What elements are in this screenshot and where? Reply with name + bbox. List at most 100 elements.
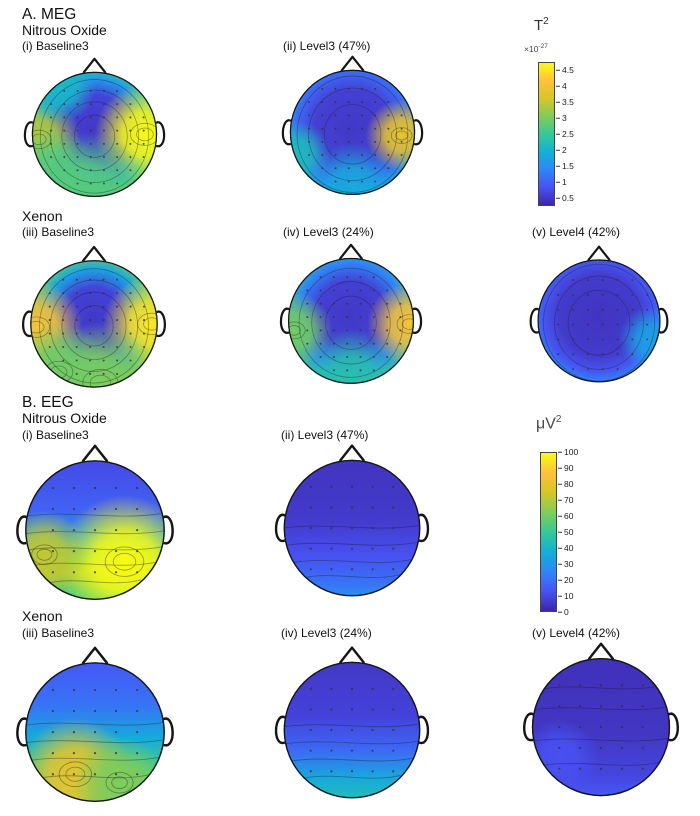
plot-label-meg-ii: (ii) Level3 (47%) (283, 39, 371, 53)
colorbar-tick: 10 (558, 592, 573, 601)
colorbar-tick: 80 (558, 480, 573, 489)
tick-label: 3.5 (562, 96, 574, 107)
colorbar-tick: 2.5 (556, 130, 574, 139)
tick-mark (556, 85, 560, 87)
electrode-markers (50, 89, 145, 185)
topomap-eeg-nitrous-level3 (262, 436, 442, 616)
colorbar-tick: 3 (556, 114, 567, 123)
topomap-svg (281, 55, 424, 196)
colorbar-title-meg: T2 (534, 16, 549, 34)
tick-label: 0 (564, 606, 569, 617)
tick-label: 30 (564, 558, 574, 569)
tick-mark (556, 197, 560, 199)
colorbar-tick: 4.5 (556, 66, 574, 75)
topomap-svg (279, 243, 423, 384)
right-ear-outline (161, 515, 174, 545)
right-ear-outline (417, 715, 430, 745)
colorbar-tick: 90 (558, 464, 573, 473)
topomap-svg (523, 642, 679, 797)
plot-label-eeg-iii: (iii) Baseline3 (22, 626, 95, 640)
contour-lines (283, 723, 421, 779)
tick-label: 4.5 (562, 64, 574, 75)
colorbar-tick: 2 (556, 146, 567, 155)
condition-label-eeg-nitrous: Nitrous Oxide (22, 410, 107, 426)
nose-outline (81, 444, 109, 463)
tick-label: 0.5 (562, 192, 574, 203)
colorbar-tick: 30 (558, 560, 573, 569)
colorbar-title-meg-sup: 2 (543, 16, 549, 27)
topomap-svg (16, 646, 174, 802)
contour-lines (533, 685, 669, 766)
nose-outline (81, 646, 109, 665)
right-ear-outline (412, 119, 424, 146)
topomap-svg (16, 444, 174, 600)
tick-mark (556, 149, 560, 151)
electrode-markers (51, 688, 139, 776)
left-ear-outline (16, 515, 29, 545)
contour-lines (31, 79, 158, 194)
topomap-eeg-xenon-baseline3 (3, 638, 187, 816)
electrode-markers (306, 276, 402, 372)
right-ear-outline (155, 310, 166, 337)
plot-label-meg-iii: (iii) Baseline3 (22, 225, 95, 239)
tick-label: 1 (562, 176, 567, 187)
tick-mark (558, 499, 562, 501)
tick-mark (558, 611, 562, 613)
tick-mark (558, 515, 562, 517)
section-a-title: A. MEG (22, 6, 77, 23)
section-b-title: B. EEG (22, 394, 74, 411)
tick-label: 40 (564, 542, 574, 553)
colorbar-tick: 3.5 (556, 98, 574, 107)
contour-lines (25, 512, 165, 584)
right-ear-outline (154, 121, 166, 148)
condition-label-meg-xenon: Xenon (22, 208, 63, 224)
tick-label: 80 (564, 478, 574, 489)
tick-label: 90 (564, 462, 574, 473)
tick-mark (556, 133, 560, 135)
tick-mark (558, 595, 562, 597)
topomap-svg (274, 444, 430, 597)
tick-label: 50 (564, 526, 574, 537)
electrode-markers (308, 87, 403, 183)
tick-mark (558, 483, 562, 485)
left-ear-outline (274, 715, 287, 745)
topomap-meg-xenon-baseline3 (10, 238, 178, 406)
plot-label-eeg-ii: (ii) Level3 (47%) (281, 428, 369, 442)
plot-label-eeg-i: (i) Baseline3 (22, 428, 89, 442)
colorbar-tick: 0.5 (556, 194, 574, 203)
colorbar-tick: 100 (558, 448, 578, 457)
colorbar-eeg: μV2 100 90 80 70 60 50 40 30 20 10 0 (528, 414, 628, 634)
plot-label-meg-i: (i) Baseline3 (22, 39, 89, 53)
tick-mark (558, 579, 562, 581)
tick-label: 20 (564, 574, 574, 585)
topomap-eeg-nitrous-baseline3 (3, 436, 187, 620)
tick-label: 100 (564, 446, 579, 457)
electrode-markers (309, 687, 395, 773)
topomap-svg (274, 646, 430, 799)
colorbar-ticks-meg: 4.5 4 3.5 3 2.5 2 1.5 1 0.5 (556, 62, 590, 206)
electrode-markers (48, 278, 146, 375)
right-ear-outline (667, 712, 679, 742)
tick-label: 10 (564, 590, 574, 601)
right-ear-outline (417, 513, 430, 543)
colorbar-tick: 4 (556, 82, 567, 91)
colorbar-tick: 0 (558, 608, 569, 617)
plot-label-eeg-iv: (iv) Level3 (24%) (281, 626, 372, 640)
contour-lines (296, 75, 413, 193)
nose-outline (81, 245, 107, 262)
tick-label: 1.5 (562, 160, 574, 171)
plot-label-meg-v: (v) Level4 (42%) (532, 225, 621, 239)
topomap-meg-nitrous-level3 (270, 48, 435, 213)
colorbar-tick: 70 (558, 496, 573, 505)
tick-mark (558, 563, 562, 565)
tick-mark (556, 101, 560, 103)
nose-outline (339, 444, 365, 462)
topomap-meg-xenon-level4 (518, 238, 680, 400)
topomap-svg (22, 245, 166, 388)
colorbar-tick: 1.5 (556, 162, 574, 171)
condition-label-meg-nitrous: Nitrous Oxide (22, 22, 107, 38)
nose-outline (340, 55, 365, 72)
colorbar-multiplier-base: ×10 (524, 43, 539, 54)
tick-label: 4 (562, 80, 567, 91)
right-ear-outline (657, 308, 669, 334)
